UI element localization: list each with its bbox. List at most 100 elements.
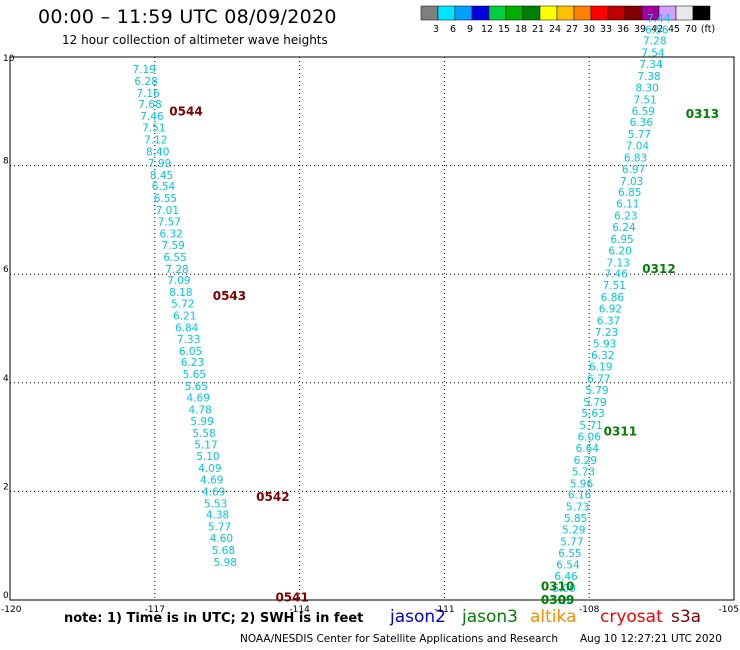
- pass-time-label: 0310: [541, 579, 574, 593]
- wave-height-value: 5.79: [583, 397, 606, 409]
- y-tick-label: 8: [3, 157, 9, 167]
- wave-height-value: 6.05: [179, 346, 202, 358]
- wave-height-value: 6.59: [632, 106, 655, 118]
- wave-height-value: 6.46: [554, 571, 578, 583]
- wave-height-value: 6.55: [154, 193, 177, 205]
- colorbar-label: 18: [515, 24, 527, 35]
- wave-height-value: 4.69: [187, 392, 210, 404]
- wave-height-value: 7.33: [177, 334, 200, 346]
- colorbar-swatch: [556, 5, 575, 21]
- colorbar-swatch: [607, 5, 626, 21]
- wave-height-value: 7.28: [643, 36, 666, 48]
- colorbar-swatch: [488, 5, 507, 21]
- wave-height-value: 6.92: [599, 303, 622, 315]
- wave-height-value: 7.68: [138, 99, 161, 111]
- colorbar-swatch: [590, 5, 609, 21]
- colorbar-label: 42: [651, 24, 663, 35]
- y-tick-label: 2: [3, 482, 9, 492]
- y-tick-label: 10: [3, 54, 15, 64]
- wave-height-value: 6.23: [181, 357, 204, 369]
- x-tick-label: -111: [434, 605, 454, 615]
- wave-height-value: 7.44: [647, 13, 671, 25]
- colorbar-swatch: [437, 5, 456, 21]
- wave-height-value: 6.77: [587, 373, 610, 385]
- wave-height-value: 4.60: [210, 533, 233, 545]
- colorbar-label: 27: [566, 24, 578, 35]
- colorbar-swatch: [624, 5, 643, 21]
- wave-height-value: 6.36: [630, 117, 654, 129]
- colorbar-swatch: [522, 5, 541, 21]
- wave-height-value: 7.46: [605, 269, 629, 281]
- wave-height-value: 6.55: [558, 548, 581, 560]
- wave-height-value: 5.29: [562, 524, 585, 536]
- y-tick-label: 6: [3, 265, 9, 275]
- wave-height-value: 6.86: [601, 292, 625, 304]
- colorbar-swatch: [675, 5, 694, 21]
- wave-height-value: 4.09: [198, 463, 221, 475]
- pass-time-label: 0541: [275, 590, 308, 604]
- wave-height-value: 7.51: [142, 123, 165, 135]
- y-tick-label: 4: [3, 374, 9, 384]
- wave-height-value: 5.53: [204, 498, 227, 510]
- colorbar-label: 12: [481, 24, 493, 35]
- wave-height-value: 4.69: [202, 486, 225, 498]
- colorbar-swatch: [471, 5, 490, 21]
- wave-height-value: 6.23: [614, 211, 637, 223]
- wave-height-value: 7.38: [637, 71, 660, 83]
- wave-height-value: 7.51: [603, 280, 626, 292]
- colorbar-label: 24: [549, 24, 561, 35]
- x-tick-label: -120: [1, 605, 22, 615]
- wave-height-value: 6.16: [568, 490, 592, 502]
- wave-height-value: 5.85: [564, 513, 587, 525]
- colorbar-label: 39: [634, 24, 646, 35]
- wave-height-value: 7.23: [595, 327, 618, 339]
- wave-height-value: 5.73: [572, 466, 595, 478]
- x-tick-label: -117: [145, 605, 165, 615]
- wave-height-value: 6.84: [175, 322, 199, 334]
- wave-height-value: 6.06: [578, 432, 602, 444]
- x-tick-label: -114: [289, 605, 310, 615]
- wave-height-value: 7.13: [606, 257, 629, 269]
- wave-height-value: 6.97: [622, 164, 645, 176]
- colorbar-label: 70: [685, 24, 697, 35]
- wave-height-value: 7.57: [158, 217, 181, 229]
- wave-height-value: 4.69: [200, 474, 223, 486]
- wave-height-value: 5.71: [579, 420, 602, 432]
- wave-height-value: 4.38: [206, 510, 229, 522]
- colorbar-label: 3: [433, 24, 439, 35]
- wave-height-value: 5.93: [593, 339, 616, 351]
- generated-timestamp: Aug 10 12:27:21 UTC 2020: [580, 633, 722, 645]
- wave-height-value: 8.30: [635, 82, 658, 94]
- colorbar-swatch: [573, 5, 592, 21]
- pass-time-label: 0313: [686, 107, 719, 121]
- colorbar-label: 9: [467, 24, 473, 35]
- colorbar-swatch: [505, 5, 524, 21]
- wave-height-value: 6.32: [591, 350, 614, 362]
- legend-jason3: jason3: [462, 607, 518, 627]
- wave-height-value: 5.58: [192, 428, 215, 440]
- wave-height-value: 5.65: [183, 369, 206, 381]
- wave-height-value: 6.55: [163, 252, 186, 264]
- legend-s3a: s3a: [671, 607, 702, 627]
- wave-height-value: 5.28: [550, 595, 573, 607]
- wave-height-value: 5.96: [570, 478, 594, 490]
- wave-height-value: 6.56: [645, 24, 669, 36]
- wave-height-value: 8.18: [169, 287, 192, 299]
- wave-height-value: 6.54: [152, 181, 176, 193]
- wave-height-value: 5.98: [214, 557, 237, 569]
- pass-time-label: 0309: [541, 593, 574, 607]
- legend-altika: altika: [530, 607, 577, 627]
- wave-height-value: 6.37: [597, 315, 620, 327]
- wave-height-value: 5.63: [581, 408, 604, 420]
- colorbar-label: 33: [600, 24, 612, 35]
- wave-height-value: 6.11: [616, 199, 639, 211]
- wave-height-value: 5.65: [185, 381, 208, 393]
- wave-height-value: 7.12: [144, 135, 167, 147]
- legend-jason2: jason2: [390, 607, 446, 627]
- wave-height-value: 7.03: [620, 176, 643, 188]
- wave-height-value: 8.45: [150, 170, 173, 182]
- wave-height-value: 6.95: [610, 234, 633, 246]
- colorbar-label: 45: [668, 24, 680, 35]
- wave-height-value: 7.01: [156, 205, 179, 217]
